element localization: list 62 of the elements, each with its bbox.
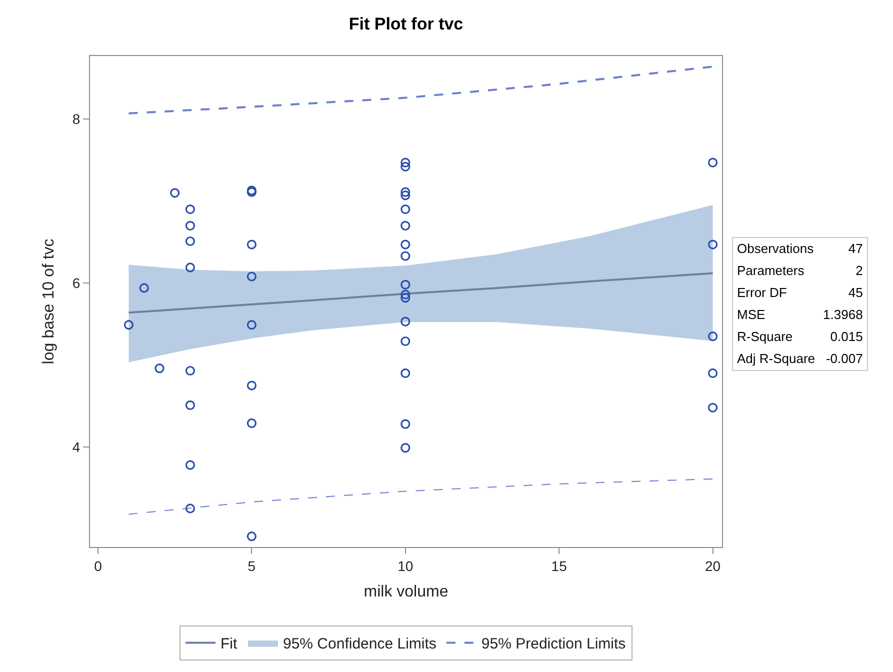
text: MSE 1.3968 xyxy=(737,307,863,322)
point xyxy=(400,290,410,300)
x-axis-title: milk volume xyxy=(364,584,448,600)
point xyxy=(400,190,410,200)
point xyxy=(170,188,180,198)
y-axis-title: log base 10 of tvc xyxy=(40,238,58,364)
point xyxy=(708,402,718,412)
y-tick-label: 4 xyxy=(72,438,80,455)
legend-label: 95% Prediction Limits xyxy=(481,636,626,653)
legend-label: 95% Confidence Limits xyxy=(282,636,436,653)
point xyxy=(400,220,410,230)
point xyxy=(185,236,196,246)
point xyxy=(400,419,410,429)
point xyxy=(246,418,256,428)
text: Observations 47 xyxy=(737,241,863,256)
point xyxy=(124,320,134,330)
point xyxy=(708,368,718,378)
point xyxy=(400,280,410,290)
text: R-Square 0.015 xyxy=(737,329,863,344)
line-series xyxy=(128,66,714,114)
point xyxy=(400,162,410,172)
point xyxy=(185,204,196,214)
x-tick-label: 0 xyxy=(94,558,102,574)
point xyxy=(246,240,256,250)
point xyxy=(185,400,196,410)
text: Parameters 2 xyxy=(737,263,863,278)
text: Error DF 45 xyxy=(737,285,863,300)
point xyxy=(708,332,718,342)
point xyxy=(400,316,410,326)
y-tick-label: 6 xyxy=(72,274,80,291)
point xyxy=(185,262,196,272)
x-tick-label: 10 xyxy=(398,558,414,574)
point xyxy=(246,272,256,282)
x-tick-label: 5 xyxy=(248,558,256,574)
chart-title: Fit Plot for tvc xyxy=(348,14,464,34)
y-tick-label: 8 xyxy=(72,111,80,128)
point xyxy=(185,504,196,514)
text: Adj R-Square -0.007 xyxy=(736,350,864,368)
point xyxy=(139,283,149,293)
point xyxy=(400,240,410,250)
point xyxy=(400,336,410,346)
line-series xyxy=(128,272,714,314)
point xyxy=(708,240,718,250)
point xyxy=(185,366,196,376)
point xyxy=(185,220,196,230)
x-tick-label: 20 xyxy=(704,558,721,574)
x-tick-label: 15 xyxy=(551,558,568,574)
point xyxy=(154,364,164,374)
point xyxy=(400,158,410,168)
point xyxy=(400,443,410,453)
point xyxy=(400,251,410,261)
point xyxy=(246,380,256,390)
line-series xyxy=(128,478,714,515)
point xyxy=(246,320,256,330)
point xyxy=(400,368,410,378)
point xyxy=(185,460,196,470)
point xyxy=(246,532,256,542)
legend-label: Fit xyxy=(220,636,238,653)
point xyxy=(400,293,410,303)
point xyxy=(400,187,410,197)
point xyxy=(400,204,410,214)
point xyxy=(708,158,718,168)
